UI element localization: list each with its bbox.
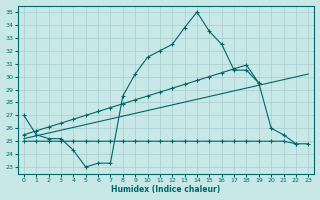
X-axis label: Humidex (Indice chaleur): Humidex (Indice chaleur) [111, 185, 221, 194]
